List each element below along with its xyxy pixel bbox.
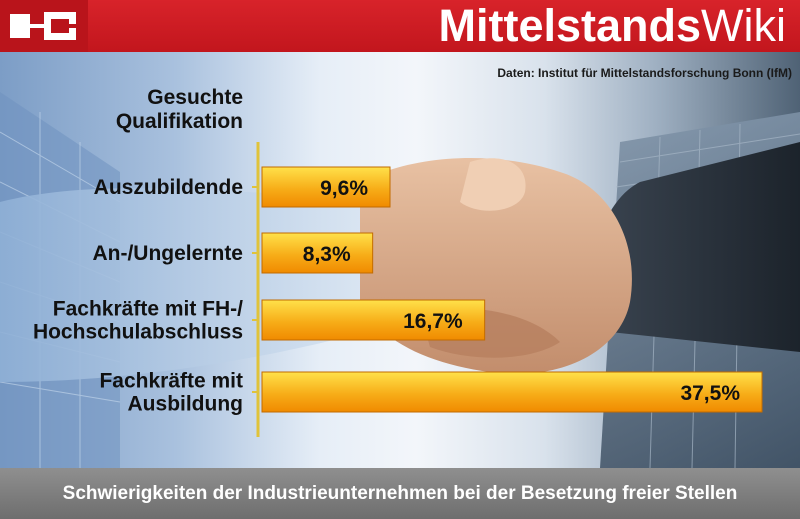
background-photo	[0, 52, 800, 468]
logo	[0, 0, 88, 52]
brand-light: Wiki	[701, 0, 786, 51]
brand-bold: Mittelstands	[438, 0, 702, 51]
logo-icon	[10, 12, 76, 40]
footer-title: Schwierigkeiten der Industrieunternehmen…	[62, 483, 738, 504]
handshake-illustration	[0, 92, 800, 468]
header-banner: MittelstandsWiki	[0, 0, 800, 52]
source-note: Daten: Institut für Mittelstandsforschun…	[497, 66, 792, 80]
brand-wordmark: MittelstandsWiki	[439, 2, 787, 50]
footer-caption: Schwierigkeiten der Industrieunternehmen…	[0, 468, 800, 519]
